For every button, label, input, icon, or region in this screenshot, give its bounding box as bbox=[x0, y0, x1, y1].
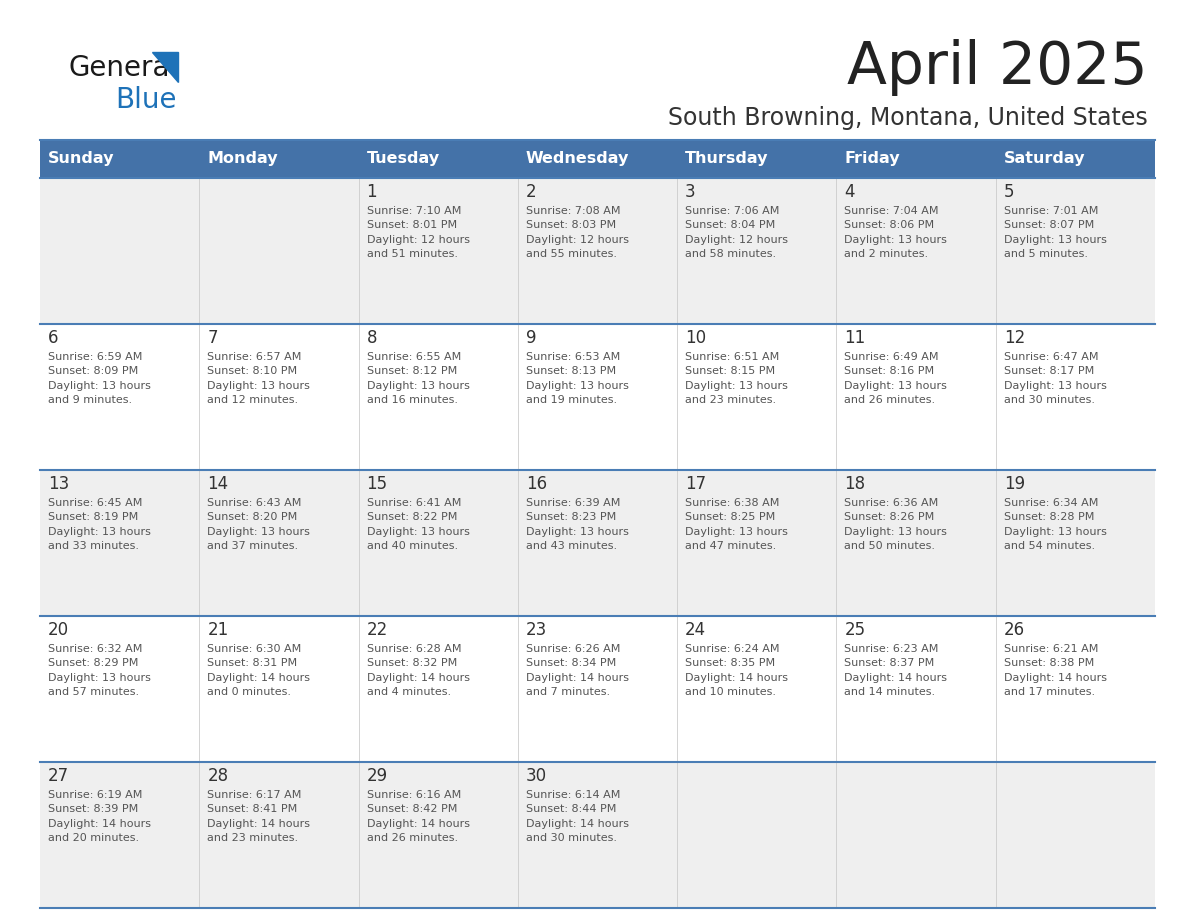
Text: 27: 27 bbox=[48, 767, 69, 785]
Text: 23: 23 bbox=[526, 621, 548, 639]
Text: Sunrise: 6:47 AM
Sunset: 8:17 PM
Daylight: 13 hours
and 30 minutes.: Sunrise: 6:47 AM Sunset: 8:17 PM Dayligh… bbox=[1004, 352, 1106, 405]
Text: 13: 13 bbox=[48, 475, 69, 493]
Text: 18: 18 bbox=[845, 475, 866, 493]
Text: Sunrise: 6:45 AM
Sunset: 8:19 PM
Daylight: 13 hours
and 33 minutes.: Sunrise: 6:45 AM Sunset: 8:19 PM Dayligh… bbox=[48, 498, 151, 551]
Text: Sunrise: 6:26 AM
Sunset: 8:34 PM
Daylight: 14 hours
and 7 minutes.: Sunrise: 6:26 AM Sunset: 8:34 PM Dayligh… bbox=[526, 644, 628, 697]
Bar bbox=[40, 762, 1155, 908]
Text: Thursday: Thursday bbox=[685, 151, 769, 166]
Text: 8: 8 bbox=[367, 329, 377, 347]
Text: Sunrise: 6:55 AM
Sunset: 8:12 PM
Daylight: 13 hours
and 16 minutes.: Sunrise: 6:55 AM Sunset: 8:12 PM Dayligh… bbox=[367, 352, 469, 405]
Bar bbox=[40, 616, 1155, 762]
Text: Tuesday: Tuesday bbox=[367, 151, 440, 166]
Text: 19: 19 bbox=[1004, 475, 1025, 493]
Text: April 2025: April 2025 bbox=[847, 39, 1148, 96]
Text: Sunrise: 7:08 AM
Sunset: 8:03 PM
Daylight: 12 hours
and 55 minutes.: Sunrise: 7:08 AM Sunset: 8:03 PM Dayligh… bbox=[526, 206, 628, 259]
Text: Sunrise: 7:06 AM
Sunset: 8:04 PM
Daylight: 12 hours
and 58 minutes.: Sunrise: 7:06 AM Sunset: 8:04 PM Dayligh… bbox=[685, 206, 788, 259]
Bar bbox=[40, 324, 1155, 470]
Text: Sunrise: 6:24 AM
Sunset: 8:35 PM
Daylight: 14 hours
and 10 minutes.: Sunrise: 6:24 AM Sunset: 8:35 PM Dayligh… bbox=[685, 644, 788, 697]
Text: 10: 10 bbox=[685, 329, 707, 347]
Text: Friday: Friday bbox=[845, 151, 901, 166]
Text: 9: 9 bbox=[526, 329, 536, 347]
Text: 20: 20 bbox=[48, 621, 69, 639]
Text: 26: 26 bbox=[1004, 621, 1025, 639]
Text: Sunrise: 6:19 AM
Sunset: 8:39 PM
Daylight: 14 hours
and 20 minutes.: Sunrise: 6:19 AM Sunset: 8:39 PM Dayligh… bbox=[48, 790, 151, 844]
Text: 12: 12 bbox=[1004, 329, 1025, 347]
Bar bbox=[40, 178, 1155, 324]
Text: Sunrise: 6:14 AM
Sunset: 8:44 PM
Daylight: 14 hours
and 30 minutes.: Sunrise: 6:14 AM Sunset: 8:44 PM Dayligh… bbox=[526, 790, 628, 844]
Text: Sunrise: 7:01 AM
Sunset: 8:07 PM
Daylight: 13 hours
and 5 minutes.: Sunrise: 7:01 AM Sunset: 8:07 PM Dayligh… bbox=[1004, 206, 1106, 259]
Text: South Browning, Montana, United States: South Browning, Montana, United States bbox=[668, 106, 1148, 130]
Text: Sunday: Sunday bbox=[48, 151, 114, 166]
Polygon shape bbox=[152, 52, 178, 82]
Text: Sunrise: 6:30 AM
Sunset: 8:31 PM
Daylight: 14 hours
and 0 minutes.: Sunrise: 6:30 AM Sunset: 8:31 PM Dayligh… bbox=[207, 644, 310, 697]
Text: 30: 30 bbox=[526, 767, 546, 785]
Text: Sunrise: 6:28 AM
Sunset: 8:32 PM
Daylight: 14 hours
and 4 minutes.: Sunrise: 6:28 AM Sunset: 8:32 PM Dayligh… bbox=[367, 644, 469, 697]
Text: 21: 21 bbox=[207, 621, 228, 639]
Text: Sunrise: 6:32 AM
Sunset: 8:29 PM
Daylight: 13 hours
and 57 minutes.: Sunrise: 6:32 AM Sunset: 8:29 PM Dayligh… bbox=[48, 644, 151, 697]
Text: Sunrise: 6:43 AM
Sunset: 8:20 PM
Daylight: 13 hours
and 37 minutes.: Sunrise: 6:43 AM Sunset: 8:20 PM Dayligh… bbox=[207, 498, 310, 551]
Text: Sunrise: 7:04 AM
Sunset: 8:06 PM
Daylight: 13 hours
and 2 minutes.: Sunrise: 7:04 AM Sunset: 8:06 PM Dayligh… bbox=[845, 206, 947, 259]
Text: Sunrise: 6:59 AM
Sunset: 8:09 PM
Daylight: 13 hours
and 9 minutes.: Sunrise: 6:59 AM Sunset: 8:09 PM Dayligh… bbox=[48, 352, 151, 405]
Text: Sunrise: 7:10 AM
Sunset: 8:01 PM
Daylight: 12 hours
and 51 minutes.: Sunrise: 7:10 AM Sunset: 8:01 PM Dayligh… bbox=[367, 206, 469, 259]
Text: Saturday: Saturday bbox=[1004, 151, 1085, 166]
Text: 24: 24 bbox=[685, 621, 707, 639]
Text: 7: 7 bbox=[207, 329, 217, 347]
Text: 1: 1 bbox=[367, 183, 378, 201]
Bar bbox=[40, 470, 1155, 616]
Text: 22: 22 bbox=[367, 621, 387, 639]
Text: 4: 4 bbox=[845, 183, 855, 201]
Text: Sunrise: 6:21 AM
Sunset: 8:38 PM
Daylight: 14 hours
and 17 minutes.: Sunrise: 6:21 AM Sunset: 8:38 PM Dayligh… bbox=[1004, 644, 1107, 697]
Text: 14: 14 bbox=[207, 475, 228, 493]
Text: Sunrise: 6:39 AM
Sunset: 8:23 PM
Daylight: 13 hours
and 43 minutes.: Sunrise: 6:39 AM Sunset: 8:23 PM Dayligh… bbox=[526, 498, 628, 551]
Text: Sunrise: 6:34 AM
Sunset: 8:28 PM
Daylight: 13 hours
and 54 minutes.: Sunrise: 6:34 AM Sunset: 8:28 PM Dayligh… bbox=[1004, 498, 1106, 551]
Text: Sunrise: 6:17 AM
Sunset: 8:41 PM
Daylight: 14 hours
and 23 minutes.: Sunrise: 6:17 AM Sunset: 8:41 PM Dayligh… bbox=[207, 790, 310, 844]
Bar bbox=[40, 140, 1155, 178]
Text: Sunrise: 6:16 AM
Sunset: 8:42 PM
Daylight: 14 hours
and 26 minutes.: Sunrise: 6:16 AM Sunset: 8:42 PM Dayligh… bbox=[367, 790, 469, 844]
Text: Sunrise: 6:51 AM
Sunset: 8:15 PM
Daylight: 13 hours
and 23 minutes.: Sunrise: 6:51 AM Sunset: 8:15 PM Dayligh… bbox=[685, 352, 788, 405]
Text: 6: 6 bbox=[48, 329, 58, 347]
Text: 5: 5 bbox=[1004, 183, 1015, 201]
Text: 16: 16 bbox=[526, 475, 546, 493]
Text: Sunrise: 6:38 AM
Sunset: 8:25 PM
Daylight: 13 hours
and 47 minutes.: Sunrise: 6:38 AM Sunset: 8:25 PM Dayligh… bbox=[685, 498, 788, 551]
Text: 2: 2 bbox=[526, 183, 537, 201]
Text: 25: 25 bbox=[845, 621, 866, 639]
Text: 17: 17 bbox=[685, 475, 707, 493]
Text: Sunrise: 6:23 AM
Sunset: 8:37 PM
Daylight: 14 hours
and 14 minutes.: Sunrise: 6:23 AM Sunset: 8:37 PM Dayligh… bbox=[845, 644, 947, 697]
Text: 28: 28 bbox=[207, 767, 228, 785]
Text: 3: 3 bbox=[685, 183, 696, 201]
Text: 15: 15 bbox=[367, 475, 387, 493]
Text: Blue: Blue bbox=[115, 86, 177, 114]
Text: Sunrise: 6:57 AM
Sunset: 8:10 PM
Daylight: 13 hours
and 12 minutes.: Sunrise: 6:57 AM Sunset: 8:10 PM Dayligh… bbox=[207, 352, 310, 405]
Text: Sunrise: 6:36 AM
Sunset: 8:26 PM
Daylight: 13 hours
and 50 minutes.: Sunrise: 6:36 AM Sunset: 8:26 PM Dayligh… bbox=[845, 498, 947, 551]
Text: 11: 11 bbox=[845, 329, 866, 347]
Text: 29: 29 bbox=[367, 767, 387, 785]
Text: Monday: Monday bbox=[207, 151, 278, 166]
Text: Sunrise: 6:53 AM
Sunset: 8:13 PM
Daylight: 13 hours
and 19 minutes.: Sunrise: 6:53 AM Sunset: 8:13 PM Dayligh… bbox=[526, 352, 628, 405]
Text: General: General bbox=[68, 54, 177, 82]
Text: Sunrise: 6:49 AM
Sunset: 8:16 PM
Daylight: 13 hours
and 26 minutes.: Sunrise: 6:49 AM Sunset: 8:16 PM Dayligh… bbox=[845, 352, 947, 405]
Text: Sunrise: 6:41 AM
Sunset: 8:22 PM
Daylight: 13 hours
and 40 minutes.: Sunrise: 6:41 AM Sunset: 8:22 PM Dayligh… bbox=[367, 498, 469, 551]
Text: Wednesday: Wednesday bbox=[526, 151, 630, 166]
